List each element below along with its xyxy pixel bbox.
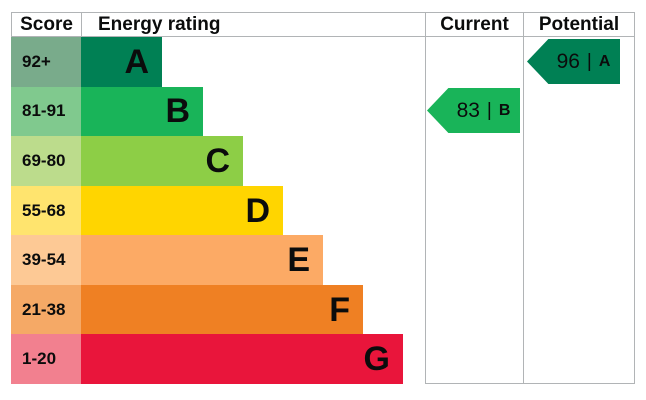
potential-score-value: 96 (556, 49, 580, 73)
score-range-label-g: 1-20 (11, 334, 81, 385)
rating-bar-e: E (81, 235, 323, 285)
band-row-f: 21-38 F (11, 284, 635, 335)
band-row-e: 39-54 E (11, 235, 635, 285)
column-header-potential: Potential (538, 13, 620, 35)
rating-bar-d: D (81, 185, 283, 236)
score-range-label-c: 69-80 (11, 136, 81, 186)
potential-separator: | (586, 50, 592, 72)
band-row-d: 55-68 D (11, 185, 635, 236)
column-divider-line (523, 37, 524, 383)
current-score-value: 83 (456, 98, 480, 122)
rating-bar-f: F (81, 284, 363, 335)
rating-bar-a: A (81, 37, 162, 87)
rating-bar-c: C (81, 136, 243, 186)
column-header-energy-rating: Energy rating (82, 13, 426, 36)
band-row-g: 1-20 G (11, 334, 635, 385)
current-separator: | (486, 99, 492, 121)
rating-bar-b: B (81, 86, 203, 137)
potential-rating-arrow: 96 | A (527, 39, 620, 84)
band-row-c: 69-80 C (11, 136, 635, 186)
band-row-a: 92+ A (11, 37, 635, 87)
column-header-score: Score (12, 13, 82, 36)
score-range-label-f: 21-38 (11, 284, 81, 335)
score-range-label-b: 81-91 (11, 86, 81, 137)
current-band-letter: B (498, 101, 511, 119)
score-range-label-e: 39-54 (11, 235, 81, 285)
score-range-label-d: 55-68 (11, 185, 81, 236)
column-header-current: Current (426, 13, 524, 36)
current-rating-arrow: 83 | B (427, 88, 520, 133)
table-header-row: Score Energy rating Current Potential (11, 12, 635, 37)
current-potential-grid-lines (425, 37, 635, 384)
band-row-b: 81-91 B (11, 86, 635, 137)
rating-bar-g: G (81, 334, 403, 385)
band-rows: 92+ A 81-91 B 69-80 C 55-68 D 39-54 E 21… (11, 37, 635, 385)
potential-band-letter: A (598, 52, 611, 70)
score-range-label-a: 92+ (11, 37, 81, 87)
